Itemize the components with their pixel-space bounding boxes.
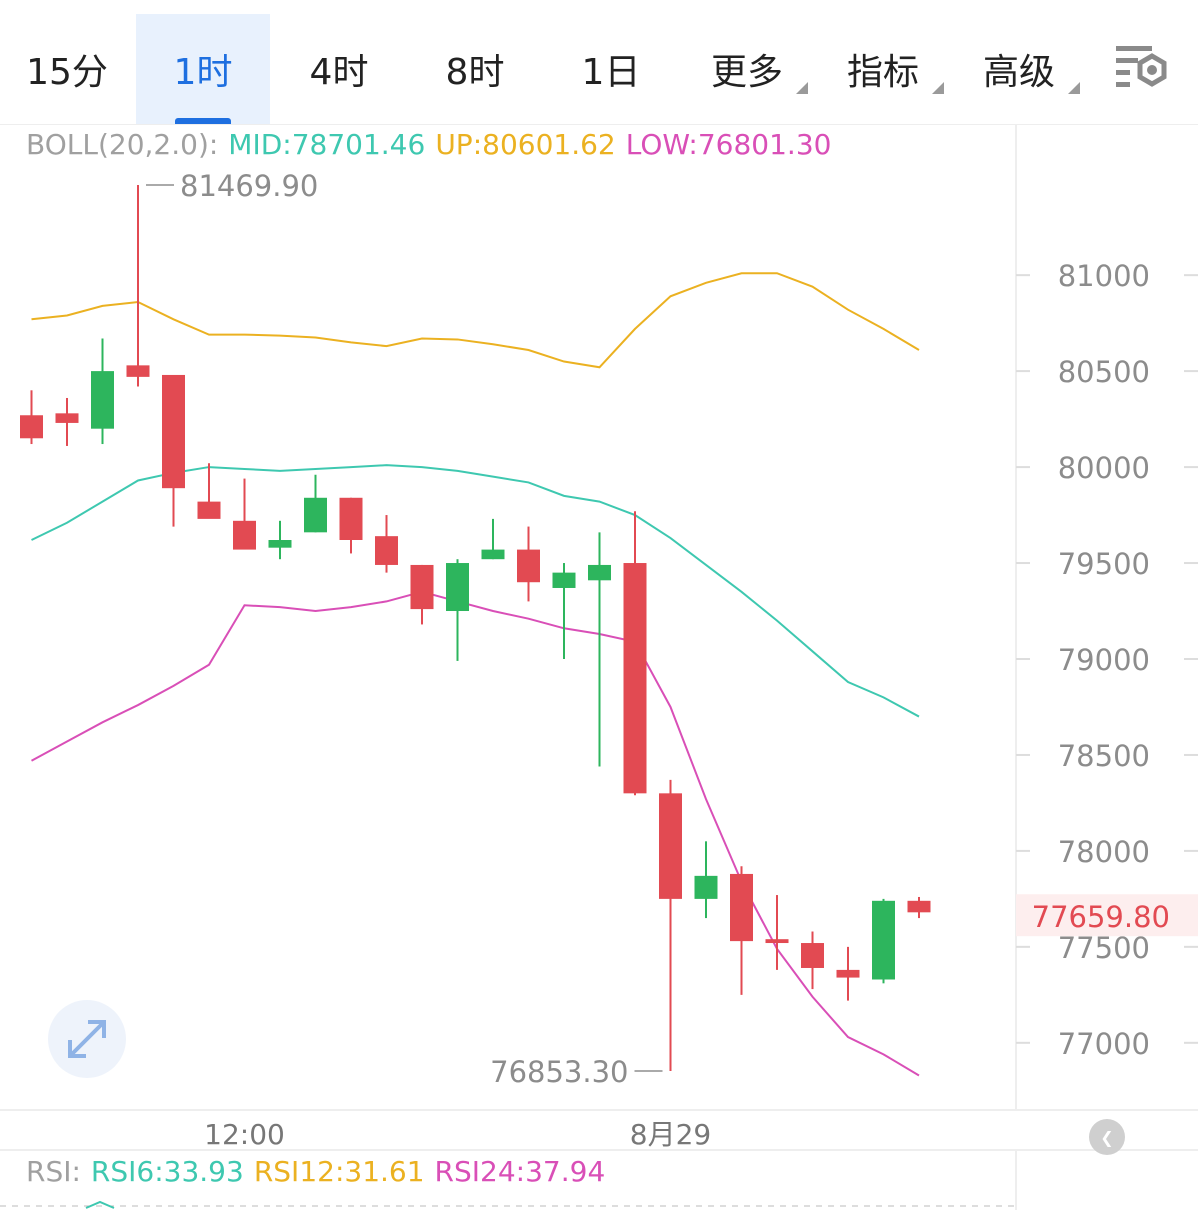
price-tick-label: 77000 — [1058, 1027, 1150, 1061]
timeframe-tabs: 15分 1时 4时 8时 1日 更多 指标 高级 — [0, 0, 1198, 125]
candle-down — [375, 536, 398, 565]
tab-5[interactable]: 更多 — [680, 14, 814, 124]
dropdown-corner-icon — [796, 82, 808, 94]
candle-down — [162, 374, 185, 489]
candle-up — [694, 875, 718, 899]
candle-up — [481, 549, 505, 560]
candle-up — [304, 497, 327, 533]
chart-settings-button[interactable] — [1110, 40, 1174, 96]
scroll-to-latest-button[interactable]: ❮ — [1089, 1119, 1125, 1155]
tab-1[interactable]: 1时 — [136, 14, 270, 124]
candle-up — [872, 900, 895, 980]
candle-down — [659, 793, 682, 899]
last-price-label: 77659.80 — [1032, 900, 1170, 934]
price-tick-label: 79500 — [1058, 547, 1150, 581]
candle-down — [233, 520, 256, 550]
candle-down — [623, 563, 647, 794]
tab-label: 指标 — [846, 52, 919, 93]
double-chevron-left-icon: ❮ — [1100, 1127, 1114, 1147]
boll-upper-line — [31, 272, 920, 369]
candle-down — [907, 900, 931, 913]
candle-down — [126, 365, 150, 377]
price-tick-label: 79000 — [1058, 643, 1150, 677]
tab-label: 8时 — [445, 52, 505, 93]
tab-4[interactable]: 1日 — [544, 14, 678, 124]
price-tick-label: 80000 — [1058, 451, 1150, 485]
boll-mid: MID:78701.46 — [228, 128, 426, 161]
tab-7[interactable]: 高级 — [952, 14, 1086, 124]
rsi-legend: RSI: RSI6:33.93 RSI12:31.61 RSI24:37.94 — [26, 1155, 615, 1188]
candle-up — [91, 371, 114, 429]
candle-up — [552, 572, 576, 588]
rsi6-value: RSI6:33.93 — [90, 1155, 244, 1188]
price-tick-label: 78000 — [1058, 835, 1150, 869]
tab-label: 15分 — [26, 52, 108, 93]
active-tab-indicator — [175, 118, 231, 124]
tab-label: 更多 — [710, 52, 783, 93]
tab-label: 高级 — [982, 52, 1055, 93]
min-price-label: 76853.30 — [490, 1055, 628, 1089]
time-tick-label: 8月29 — [630, 1118, 711, 1151]
rsi24-value: RSI24:37.94 — [434, 1155, 606, 1188]
dropdown-corner-icon — [1068, 82, 1080, 94]
candle-down — [730, 873, 753, 942]
dropdown-corner-icon — [932, 82, 944, 94]
tab-label: 1时 — [173, 52, 233, 93]
time-tick-label: 12:00 — [204, 1118, 285, 1151]
rsi12-value: RSI12:31.61 — [253, 1155, 425, 1188]
candle-down — [20, 415, 43, 439]
boll-lower-line — [31, 590, 920, 1077]
candle-down — [55, 413, 79, 423]
candle-down — [410, 564, 434, 610]
tab-label: 4时 — [309, 52, 369, 93]
candle-down — [197, 501, 221, 519]
tab-2[interactable]: 4时 — [272, 14, 406, 124]
candle-down — [517, 549, 540, 583]
tab-3[interactable]: 8时 — [408, 14, 542, 124]
boll-up: UP:80601.62 — [435, 128, 616, 161]
max-price-label: 81469.90 — [180, 169, 318, 203]
candle-down — [765, 939, 789, 944]
candle-up — [268, 540, 292, 548]
boll-legend: BOLL(20,2.0): MID:78701.46 UP:80601.62 LOW:… — [26, 128, 841, 161]
expand-icon — [68, 1020, 106, 1058]
tab-label: 1日 — [581, 52, 641, 93]
last-price-background — [1016, 894, 1198, 937]
candle-down — [836, 969, 860, 978]
candle-down — [801, 943, 824, 968]
price-tick-label: 80500 — [1058, 355, 1150, 389]
rsi-name: RSI: — [26, 1155, 81, 1188]
chart-settings-icon — [1116, 46, 1167, 87]
tab-0[interactable]: 15分 — [0, 14, 134, 124]
price-tick-label: 81000 — [1058, 259, 1150, 293]
boll-low: LOW:76801.30 — [625, 128, 832, 161]
boll-name: BOLL(20,2.0): — [26, 128, 219, 161]
tab-6[interactable]: 指标 — [816, 14, 950, 124]
expand-chart-button[interactable] — [48, 1000, 126, 1078]
price-tick-label: 77500 — [1058, 931, 1150, 965]
boll-mid-line — [31, 464, 920, 718]
price-tick-label: 78500 — [1058, 739, 1150, 773]
candle-up — [446, 563, 469, 612]
rsi6-line — [85, 1200, 115, 1209]
candle-down — [339, 497, 363, 540]
candle-up — [588, 564, 611, 581]
